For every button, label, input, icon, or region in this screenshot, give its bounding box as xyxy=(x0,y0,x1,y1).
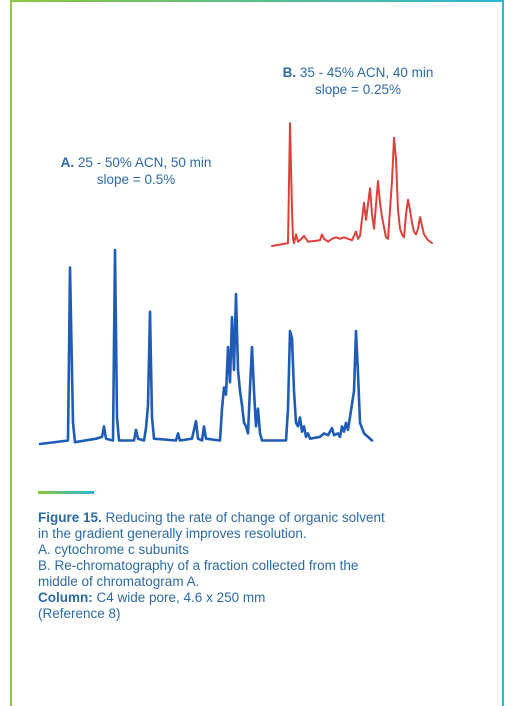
caption-line-5: middle of chromatogram A. xyxy=(38,574,200,589)
chromatogram-b-label: B. 35 - 45% ACN, 40 min slope = 0.25% xyxy=(258,64,458,98)
chromatogram-b-label-bold: B. xyxy=(282,65,297,80)
chromatogram-a-slope: slope = 0.5% xyxy=(96,172,176,187)
reference-note: (Reference 8) xyxy=(38,606,121,621)
frame-top-border xyxy=(10,0,504,2)
chromatogram-b-slope: slope = 0.25% xyxy=(315,82,401,97)
chromatogram-a-label-bold: A. xyxy=(60,155,75,170)
figure-caption: Figure 15. Reducing the rate of change o… xyxy=(38,510,488,622)
figure-title: Reducing the rate of change of organic s… xyxy=(101,510,385,525)
figure-label: Figure 15. xyxy=(38,510,102,525)
chromatogram-a-trace xyxy=(38,248,374,446)
chromatogram-b-trace xyxy=(271,122,433,247)
frame-left-border xyxy=(10,0,12,706)
frame-right-border xyxy=(502,0,504,706)
chromatogram-a-label-text: 25 - 50% ACN, 50 min xyxy=(74,155,212,170)
chromatogram-b-label-text: 35 - 45% ACN, 40 min xyxy=(296,65,434,80)
column-label: Column: xyxy=(38,590,93,605)
caption-line-3: A. cytochrome c subunits xyxy=(38,542,189,557)
caption-line-2: in the gradient generally improves resol… xyxy=(38,526,307,541)
caption-accent-rule xyxy=(38,491,94,494)
chromatogram-a-label: A. 25 - 50% ACN, 50 min slope = 0.5% xyxy=(36,154,236,188)
column-text: C4 wide pore, 4.6 x 250 mm xyxy=(92,590,266,605)
caption-line-4: B. Re-chromatography of a fraction colle… xyxy=(38,558,359,573)
